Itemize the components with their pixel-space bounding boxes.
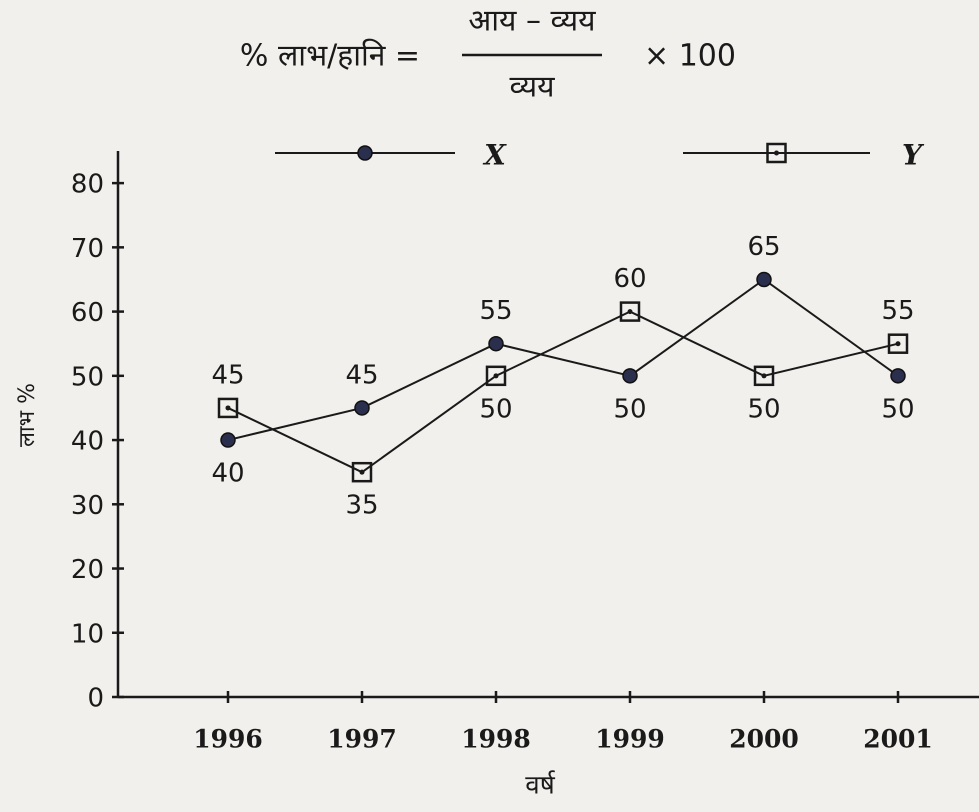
- point: [220, 432, 236, 448]
- formula-right: × 100: [644, 39, 736, 74]
- legend-label: Y: [902, 139, 925, 172]
- x-tick-label: 1998: [461, 725, 531, 754]
- point: [619, 301, 641, 322]
- point-box: [753, 365, 775, 387]
- point-box: [887, 333, 909, 354]
- formula-left: % लाभ/हानि =: [240, 39, 420, 74]
- point-dot: [761, 373, 767, 379]
- x-tick-label: 1997: [327, 725, 397, 754]
- point: [887, 333, 909, 354]
- y-tick-label: 20: [71, 555, 104, 585]
- formula-numerator: आय – व्यय: [468, 4, 596, 39]
- data-label: 45: [211, 360, 244, 390]
- point: [756, 271, 772, 288]
- data-label: 50: [747, 394, 780, 424]
- x-tick-label: 1999: [595, 725, 665, 754]
- legend-label: X: [482, 139, 507, 172]
- data-label: 50: [479, 394, 512, 424]
- point: [485, 365, 507, 387]
- point-box: [217, 397, 239, 419]
- series-line: [227, 278, 899, 442]
- point: [890, 368, 906, 384]
- series-line: [227, 310, 899, 474]
- point-dot: [493, 373, 499, 379]
- point-box: [619, 301, 641, 322]
- y-axis-label: लाभ %: [15, 383, 40, 447]
- data-label: 60: [613, 264, 646, 294]
- point: [351, 461, 373, 483]
- point: [357, 145, 373, 161]
- y-tick-label: 30: [71, 491, 104, 521]
- y-tick-label: 50: [71, 362, 104, 392]
- point-dot: [774, 150, 779, 156]
- data-label: 45: [345, 360, 378, 390]
- y-tick-label: 0: [87, 684, 104, 714]
- point: [766, 142, 787, 164]
- point-box: [485, 365, 507, 387]
- data-label: 40: [211, 459, 244, 489]
- point: [753, 365, 775, 387]
- y-tick-label: 10: [71, 619, 104, 649]
- point-box: [351, 461, 373, 483]
- point: [217, 397, 239, 419]
- point: [488, 335, 504, 352]
- data-label: 55: [479, 296, 512, 326]
- x-tick-label: 2000: [729, 725, 799, 754]
- y-tick-label: 70: [71, 234, 104, 264]
- point-dot: [627, 309, 633, 315]
- point-dot: [225, 405, 231, 411]
- y-tick-label: 80: [71, 170, 104, 200]
- data-label: 50: [881, 394, 914, 424]
- data-label: 50: [613, 394, 646, 424]
- x-axis-label: वर्ष: [525, 770, 555, 801]
- data-label: 65: [747, 232, 780, 262]
- formula-denominator: व्यय: [509, 70, 555, 105]
- x-tick-label: 1996: [193, 725, 263, 754]
- point-dot: [895, 341, 901, 347]
- point-box: [766, 142, 787, 164]
- point: [622, 368, 638, 384]
- y-tick-label: 40: [71, 427, 104, 457]
- y-tick-label: 60: [71, 298, 104, 328]
- point-dot: [359, 469, 365, 475]
- point: [354, 400, 370, 416]
- data-label: 35: [345, 491, 378, 521]
- data-label: 55: [881, 296, 914, 326]
- x-tick-label: 2001: [863, 725, 933, 754]
